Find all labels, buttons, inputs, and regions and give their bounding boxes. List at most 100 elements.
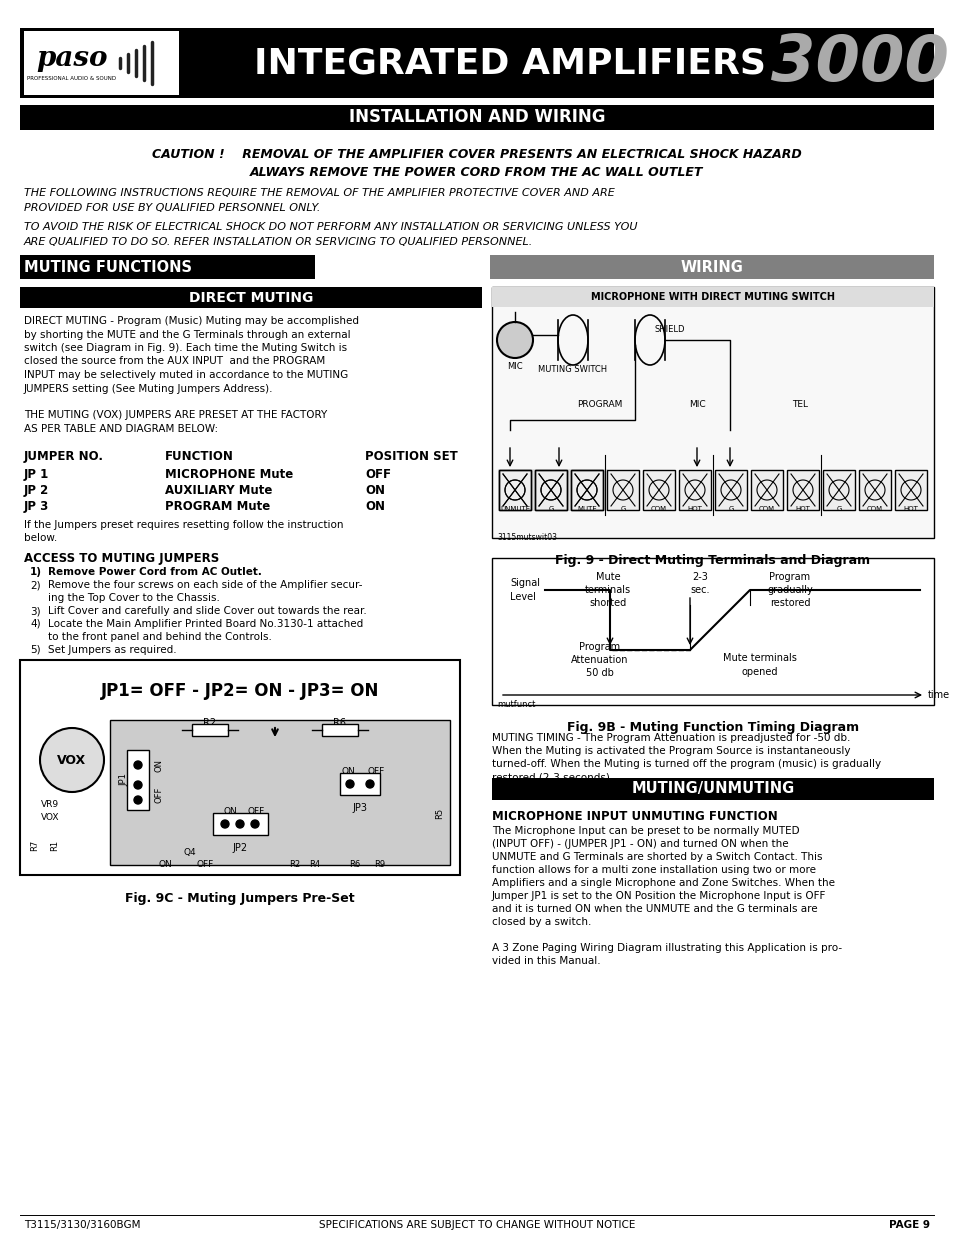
Bar	[786, 471, 818, 510]
Text: If the Jumpers preset requires resetting follow the instruction: If the Jumpers preset requires resetting…	[24, 520, 343, 530]
Text: UNMUTE and G Terminals are shorted by a Switch Contact. This: UNMUTE and G Terminals are shorted by a …	[492, 852, 821, 862]
Text: The Microphone Input can be preset to be normally MUTED: The Microphone Input can be preset to be…	[492, 826, 799, 836]
Text: WIRING: WIRING	[679, 259, 742, 274]
Text: When the Muting is activated the Program Source is instantaneously: When the Muting is activated the Program…	[492, 746, 850, 756]
Text: MICROPHONE WITH DIRECT MUTING SWITCH: MICROPHONE WITH DIRECT MUTING SWITCH	[590, 291, 834, 303]
Bar	[20, 287, 481, 308]
Text: OFF: OFF	[247, 806, 264, 816]
Text: JUMPERS setting (See Muting Jumpers Address).: JUMPERS setting (See Muting Jumpers Addr…	[24, 384, 274, 394]
Circle shape	[221, 820, 229, 827]
Text: OFF: OFF	[365, 468, 391, 480]
Text: 1): 1)	[30, 567, 42, 577]
Bar	[24, 31, 179, 95]
Text: 3000: 3000	[770, 32, 948, 94]
Text: Set Jumpers as required.: Set Jumpers as required.	[48, 645, 176, 655]
Text: JP3: JP3	[352, 803, 367, 813]
Text: COM: COM	[866, 506, 882, 513]
Text: POSITION SET: POSITION SET	[365, 450, 457, 463]
Text: VOX: VOX	[41, 813, 59, 823]
Text: R4: R4	[309, 860, 320, 869]
Bar	[20, 659, 459, 876]
Text: AS PER TABLE AND DIAGRAM BELOW:: AS PER TABLE AND DIAGRAM BELOW:	[24, 424, 218, 433]
Text: 2): 2)	[30, 580, 41, 590]
Text: MIC: MIC	[507, 362, 522, 370]
Text: Mute
terminals
shorted: Mute terminals shorted	[584, 572, 630, 609]
Text: Fig. 9B - Muting Function Timing Diagram: Fig. 9B - Muting Function Timing Diagram	[566, 721, 858, 734]
Circle shape	[346, 781, 354, 788]
Text: TEL: TEL	[791, 400, 807, 409]
Text: mutfunct: mutfunct	[497, 700, 535, 709]
Text: SPECIFICATIONS ARE SUBJECT TO CHANGE WITHOUT NOTICE: SPECIFICATIONS ARE SUBJECT TO CHANGE WIT…	[318, 1220, 635, 1230]
Text: AUXILIARY Mute: AUXILIARY Mute	[165, 484, 273, 496]
Text: MUTING TIMING - The Program Attenuation is preadjusted for -50 db.: MUTING TIMING - The Program Attenuation …	[492, 734, 849, 743]
Bar	[822, 471, 854, 510]
Text: JP 3: JP 3	[24, 500, 50, 513]
Text: ON: ON	[158, 860, 172, 869]
Bar	[213, 813, 268, 835]
Text: Q4: Q4	[184, 848, 196, 857]
Circle shape	[133, 797, 142, 804]
Text: JP2: JP2	[233, 844, 247, 853]
Text: ON: ON	[154, 758, 164, 772]
Text: PROFESSIONAL AUDIO & SOUND: PROFESSIONAL AUDIO & SOUND	[28, 77, 116, 82]
Circle shape	[40, 727, 104, 792]
Text: HOT: HOT	[902, 506, 918, 513]
Circle shape	[133, 781, 142, 789]
Text: JP 1: JP 1	[24, 468, 50, 480]
Circle shape	[366, 781, 374, 788]
Bar	[497, 469, 607, 511]
Text: INPUT may be selectively muted in accordance to the MUTING: INPUT may be selectively muted in accord…	[24, 370, 348, 380]
Text: JUMPER NO.: JUMPER NO.	[24, 450, 104, 463]
Text: MUTING/UNMUTING: MUTING/UNMUTING	[631, 782, 794, 797]
Text: Mute terminals
opened: Mute terminals opened	[722, 653, 796, 677]
Bar	[492, 778, 933, 800]
Text: MICROPHONE INPUT UNMUTING FUNCTION: MICROPHONE INPUT UNMUTING FUNCTION	[492, 810, 777, 823]
Text: vided in this Manual.: vided in this Manual.	[492, 956, 600, 966]
Text: INTEGRATED AMPLIFIERS: INTEGRATED AMPLIFIERS	[253, 46, 765, 80]
Text: UNMUTE: UNMUTE	[499, 506, 530, 513]
Text: closed the source from the AUX INPUT  and the PROGRAM: closed the source from the AUX INPUT and…	[24, 357, 325, 367]
Text: Remove Power Cord from AC Outlet.: Remove Power Cord from AC Outlet.	[48, 567, 262, 577]
Text: Fig. 9C - Muting Jumpers Pre-Set: Fig. 9C - Muting Jumpers Pre-Set	[125, 892, 355, 905]
Text: Lift Cover and carefully and slide Cover out towards the rear.: Lift Cover and carefully and slide Cover…	[48, 606, 366, 616]
Circle shape	[497, 322, 533, 358]
Text: FUNCTION: FUNCTION	[165, 450, 233, 463]
Text: R6: R6	[349, 860, 360, 869]
Text: restored (2-3 seconds).: restored (2-3 seconds).	[492, 772, 613, 782]
Text: T3115/3130/3160BGM: T3115/3130/3160BGM	[24, 1220, 140, 1230]
Text: 5): 5)	[30, 645, 41, 655]
Text: and it is turned ON when the UNMUTE and the G terminals are: and it is turned ON when the UNMUTE and …	[492, 904, 817, 914]
Bar	[498, 471, 531, 510]
Text: R2: R2	[203, 718, 216, 727]
Bar	[858, 471, 890, 510]
Text: R9: R9	[374, 860, 385, 869]
Bar	[20, 254, 314, 279]
Text: A 3 Zone Paging Wiring Diagram illustrating this Application is pro-: A 3 Zone Paging Wiring Diagram illustrat…	[492, 944, 841, 953]
Text: G: G	[727, 506, 733, 513]
Text: ON: ON	[365, 484, 385, 496]
Bar	[498, 471, 531, 510]
Text: R6: R6	[334, 718, 346, 727]
Text: G: G	[836, 506, 841, 513]
Text: THE MUTING (VOX) JUMPERS ARE PRESET AT THE FACTORY: THE MUTING (VOX) JUMPERS ARE PRESET AT T…	[24, 410, 327, 420]
Text: ACCESS TO MUTING JUMPERS: ACCESS TO MUTING JUMPERS	[24, 552, 219, 564]
Bar	[492, 558, 933, 705]
Text: G: G	[548, 506, 553, 513]
Text: JP1: JP1	[119, 773, 129, 787]
Text: COM: COM	[759, 506, 774, 513]
Text: MICROPHONE Mute: MICROPHONE Mute	[165, 468, 293, 480]
Bar	[642, 471, 675, 510]
Text: below.: below.	[24, 534, 57, 543]
Text: ARE QUALIFIED TO DO SO. REFER INSTALLATION OR SERVICING TO QUALIFIED PERSONNEL.: ARE QUALIFIED TO DO SO. REFER INSTALLATI…	[24, 237, 533, 247]
Text: 2-3
sec.: 2-3 sec.	[690, 572, 709, 595]
Bar	[571, 471, 602, 510]
Bar	[339, 773, 379, 795]
Bar	[492, 287, 933, 308]
Text: Locate the Main Amplifier Printed Board No.3130-1 attached: Locate the Main Amplifier Printed Board …	[48, 619, 363, 629]
Bar	[490, 254, 933, 279]
Text: PROGRAM Mute: PROGRAM Mute	[165, 500, 270, 513]
Text: MUTING FUNCTIONS: MUTING FUNCTIONS	[24, 259, 192, 274]
Bar	[894, 471, 926, 510]
Text: ON: ON	[223, 806, 236, 816]
Circle shape	[235, 820, 244, 827]
